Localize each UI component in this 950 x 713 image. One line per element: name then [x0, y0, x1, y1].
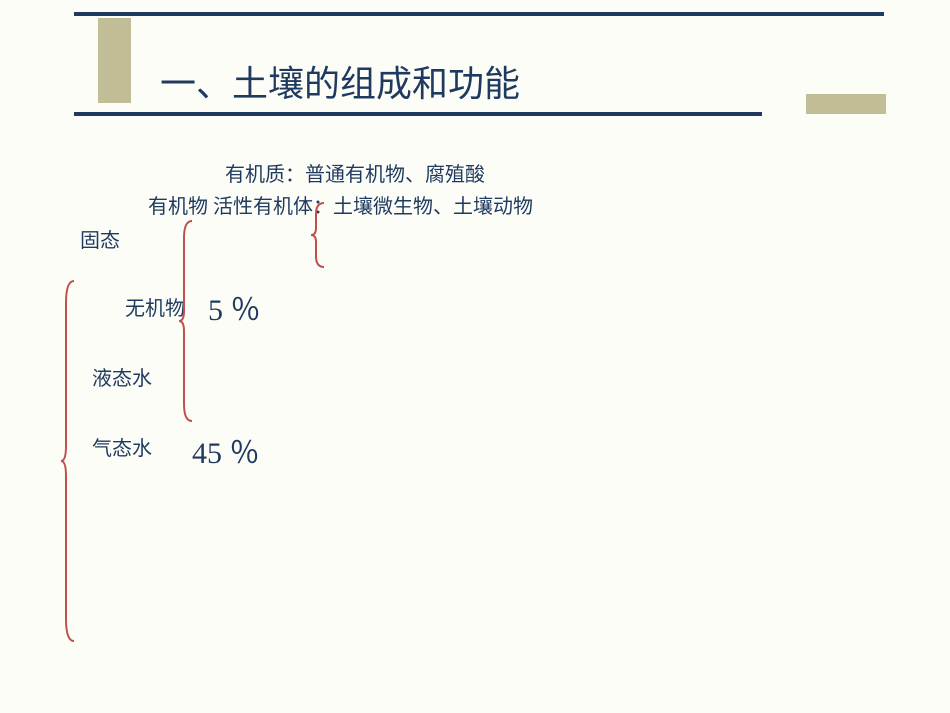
top-rule [74, 12, 884, 16]
text-percent-45: 45 ％ [192, 428, 260, 472]
decorative-block-top [98, 18, 131, 103]
text-liquid-water: 液态水 [92, 362, 152, 391]
text-percent-5: 5 ％ [208, 285, 261, 329]
brace-large [60, 278, 80, 644]
slide-title: 一、土壤的组成和功能 [160, 55, 520, 107]
text-gas-water: 气态水 [92, 432, 152, 461]
text-organic-matter: 有机质：普通有机物、腐殖酸 [225, 158, 485, 187]
text-solid: 固态 [80, 224, 120, 253]
text-inorganic: 无机物 [125, 292, 185, 321]
decorative-block-side [806, 94, 886, 114]
title-underline [74, 112, 762, 116]
brace-medium [178, 218, 198, 424]
text-organic-active: 有机物 活性有机体：土壤微生物、土壤动物 [148, 190, 533, 219]
brace-small [310, 200, 330, 270]
